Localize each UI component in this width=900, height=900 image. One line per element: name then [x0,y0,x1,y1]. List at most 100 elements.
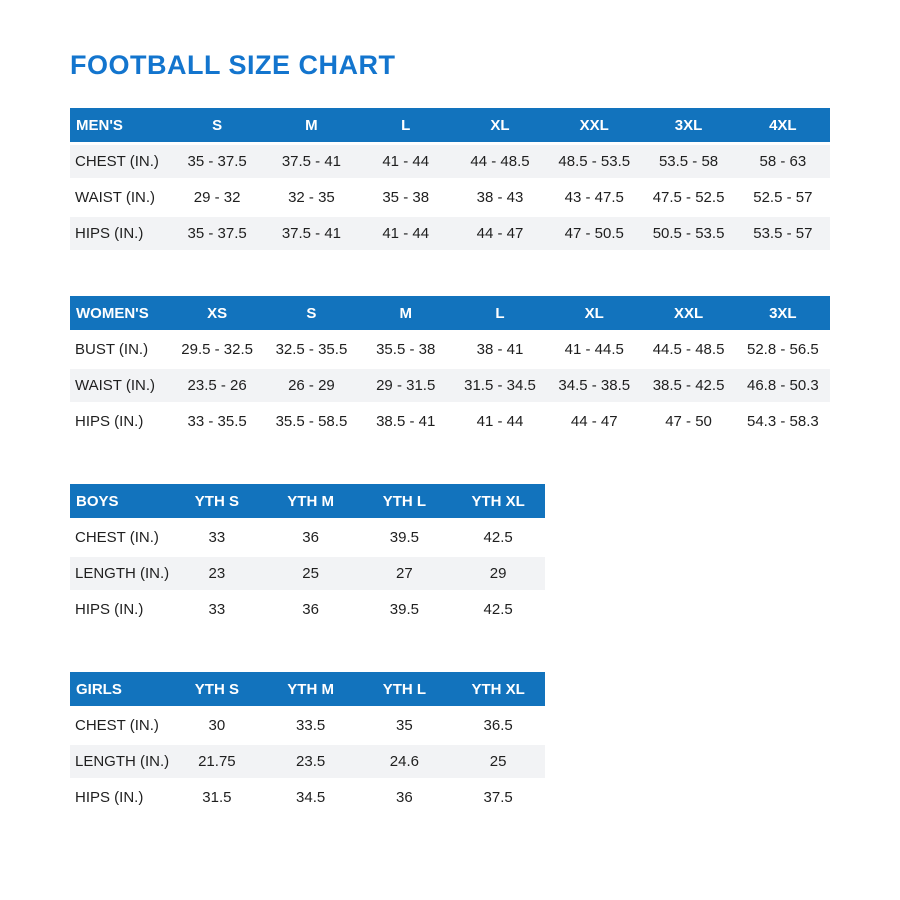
size-value-cell: 35 - 37.5 [170,145,265,178]
size-value-cell: 32.5 - 35.5 [264,333,359,366]
size-value-cell: 36 [357,781,452,814]
size-value-cell: 29 - 32 [170,181,265,214]
table-header-row: GIRLS YTH S YTH M YTH L YTH XL [70,672,545,706]
column-header: S [264,296,359,330]
size-value-cell: 35 - 37.5 [170,217,265,250]
measurement-label: LENGTH (IN.) [70,745,170,778]
size-value-cell: 32 - 35 [264,181,359,214]
size-value-cell: 35.5 - 38 [358,333,453,366]
column-header: 3XL [735,296,830,330]
column-header: 4XL [735,108,830,142]
column-header: M [358,296,453,330]
page-title: FOOTBALL SIZE CHART [70,50,396,80]
size-value-cell: 38 - 41 [452,333,548,366]
girls-size-table: GIRLS YTH S YTH M YTH L YTH XL CHEST (IN… [70,669,545,817]
size-value-cell: 26 - 29 [264,369,359,402]
size-value-cell: 58 - 63 [735,145,830,178]
womens-size-table: WOMEN'S XS S M L XL XXL 3XL BUST (IN.) 2… [70,293,830,441]
size-value-cell: 47 - 50 [641,405,736,438]
table-title-womens: WOMEN'S [70,296,170,330]
measurement-label: WAIST (IN.) [70,181,170,214]
table-header-row: MEN'S S M L XL XXL 3XL 4XL [70,108,830,142]
size-value-cell: 34.5 [263,781,358,814]
size-value-cell: 41 - 44 [452,405,548,438]
size-value-cell: 23.5 - 26 [170,369,265,402]
column-header: YTH XL [451,484,545,518]
size-value-cell: 24.6 [357,745,452,778]
size-value-cell: 52.5 - 57 [735,181,830,214]
column-header: S [170,108,265,142]
measurement-label: LENGTH (IN.) [70,557,170,590]
table-title-boys: BOYS [70,484,170,518]
size-value-cell: 23 [170,557,264,590]
table-row: HIPS (IN.) 31.5 34.5 36 37.5 [70,781,545,814]
column-header: YTH M [263,484,358,518]
table-header-row: BOYS YTH S YTH M YTH L YTH XL [70,484,545,518]
size-value-cell: 29 - 31.5 [358,369,453,402]
measurement-label: WAIST (IN.) [70,369,170,402]
table-header-row: WOMEN'S XS S M L XL XXL 3XL [70,296,830,330]
size-value-cell: 48.5 - 53.5 [547,145,642,178]
column-header: YTH XL [451,672,545,706]
measurement-label: HIPS (IN.) [70,217,170,250]
column-header: M [264,108,359,142]
table-row: HIPS (IN.) 33 - 35.5 35.5 - 58.5 38.5 - … [70,405,830,438]
size-value-cell: 53.5 - 58 [641,145,736,178]
table-row: WAIST (IN.) 23.5 - 26 26 - 29 29 - 31.5 … [70,369,830,402]
size-value-cell: 39.5 [357,521,452,554]
column-header: YTH M [263,672,358,706]
size-value-cell: 38 - 43 [452,181,548,214]
column-header: L [452,296,548,330]
size-value-cell: 37.5 [451,781,545,814]
measurement-label: CHEST (IN.) [70,521,170,554]
size-value-cell: 33.5 [263,709,358,742]
size-value-cell: 44 - 48.5 [452,145,548,178]
mens-size-table: MEN'S S M L XL XXL 3XL 4XL CHEST (IN.) 3… [70,105,830,253]
size-value-cell: 30 [170,709,264,742]
size-value-cell: 42.5 [451,593,545,626]
measurement-label: HIPS (IN.) [70,781,170,814]
size-value-cell: 39.5 [357,593,452,626]
size-value-cell: 50.5 - 53.5 [641,217,736,250]
size-value-cell: 52.8 - 56.5 [735,333,830,366]
size-value-cell: 47 - 50.5 [547,217,642,250]
size-value-cell: 44 - 47 [452,217,548,250]
size-value-cell: 38.5 - 42.5 [641,369,736,402]
table-row: CHEST (IN.) 35 - 37.5 37.5 - 41 41 - 44 … [70,145,830,178]
size-value-cell: 44.5 - 48.5 [641,333,736,366]
table-title-girls: GIRLS [70,672,170,706]
size-value-cell: 53.5 - 57 [735,217,830,250]
measurement-label: CHEST (IN.) [70,709,170,742]
size-value-cell: 31.5 [170,781,264,814]
table-title-mens: MEN'S [70,108,170,142]
column-header: XL [452,108,548,142]
measurement-label: HIPS (IN.) [70,405,170,438]
measurement-label: HIPS (IN.) [70,593,170,626]
size-value-cell: 37.5 - 41 [264,145,359,178]
size-value-cell: 25 [451,745,545,778]
column-header: L [358,108,453,142]
size-value-cell: 38.5 - 41 [358,405,453,438]
boys-size-table: BOYS YTH S YTH M YTH L YTH XL CHEST (IN.… [70,481,545,629]
size-value-cell: 43 - 47.5 [547,181,642,214]
column-header: YTH L [357,672,452,706]
size-value-cell: 27 [357,557,452,590]
measurement-label: BUST (IN.) [70,333,170,366]
column-header: XXL [547,108,642,142]
size-value-cell: 23.5 [263,745,358,778]
column-header: XXL [641,296,736,330]
measurement-label: CHEST (IN.) [70,145,170,178]
table-row: LENGTH (IN.) 23 25 27 29 [70,557,545,590]
size-value-cell: 46.8 - 50.3 [735,369,830,402]
size-value-cell: 44 - 47 [547,405,642,438]
size-value-cell: 29 [451,557,545,590]
size-value-cell: 36 [263,593,358,626]
size-value-cell: 33 [170,521,264,554]
size-value-cell: 35 - 38 [358,181,453,214]
table-row: HIPS (IN.) 35 - 37.5 37.5 - 41 41 - 44 4… [70,217,830,250]
size-value-cell: 36 [263,521,358,554]
size-value-cell: 36.5 [451,709,545,742]
size-value-cell: 33 [170,593,264,626]
table-row: CHEST (IN.) 30 33.5 35 36.5 [70,709,545,742]
